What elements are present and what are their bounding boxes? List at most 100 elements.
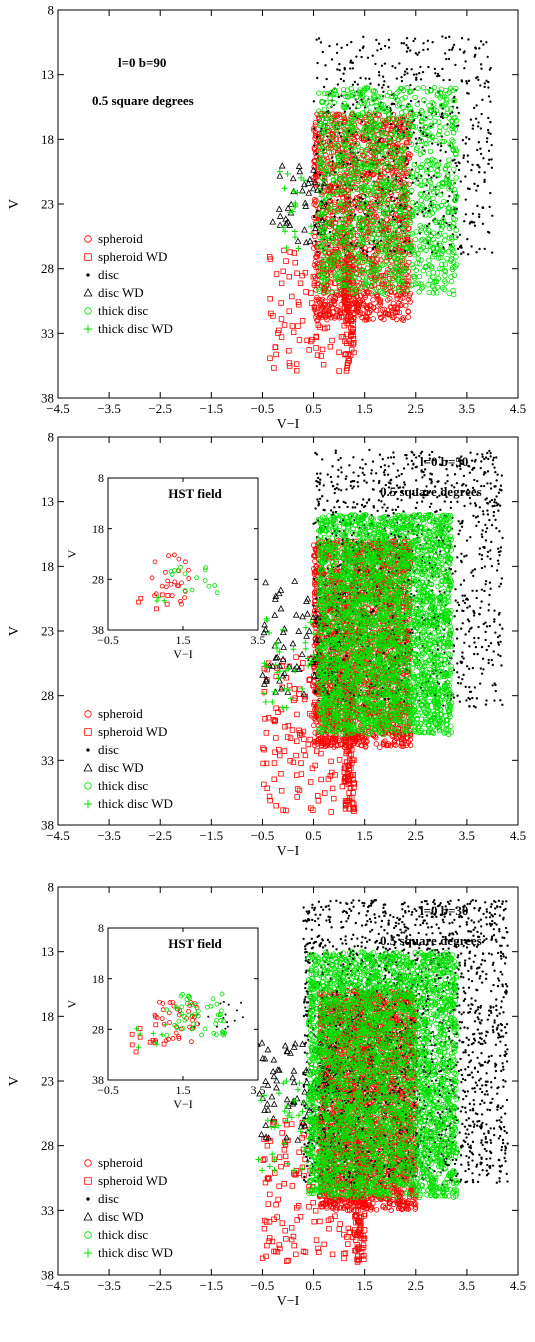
data-point <box>489 100 492 103</box>
legend-marker <box>83 287 93 297</box>
data-point <box>427 65 430 69</box>
data-point <box>315 317 321 323</box>
data-point <box>394 125 397 128</box>
data-point <box>458 48 462 51</box>
x-tick-label: 1.5 <box>357 401 373 416</box>
y-tick-label: 28 <box>41 261 54 276</box>
data-point <box>292 234 298 241</box>
data-point <box>322 90 328 97</box>
data-point <box>273 351 279 358</box>
data-point <box>343 146 349 152</box>
data-point <box>474 117 478 120</box>
data-point <box>410 68 413 71</box>
data-point <box>487 86 490 89</box>
data-point <box>417 51 421 54</box>
data-point <box>314 240 317 243</box>
data-point <box>469 221 472 224</box>
data-point <box>319 41 323 44</box>
data-point <box>352 298 358 304</box>
data-point <box>454 63 457 67</box>
data-point <box>316 90 322 96</box>
data-point <box>361 197 364 201</box>
data-point <box>441 35 444 38</box>
data-point <box>378 257 384 263</box>
panel-annotation: 0.5 square degrees <box>92 93 194 108</box>
data-point <box>387 46 391 49</box>
data-point <box>336 349 342 355</box>
data-point <box>448 35 451 39</box>
data-point <box>377 311 383 317</box>
data-point <box>474 53 477 56</box>
data-point <box>286 360 293 366</box>
data-point <box>342 72 345 75</box>
data-point <box>466 160 470 163</box>
data-point <box>419 109 426 115</box>
data-point <box>377 314 384 320</box>
data-point <box>370 297 376 303</box>
data-point <box>374 199 378 203</box>
data-point <box>373 181 379 188</box>
data-point <box>488 231 491 234</box>
data-point <box>360 120 364 123</box>
data-point <box>405 50 409 53</box>
data-point <box>425 282 431 288</box>
data-point <box>368 77 371 80</box>
data-point <box>403 73 406 76</box>
data-point <box>296 167 304 175</box>
data-point <box>415 73 418 76</box>
data-point <box>475 104 478 107</box>
data-point <box>477 141 481 144</box>
data-point <box>306 347 312 353</box>
data-point <box>406 146 409 149</box>
data-point <box>462 51 465 54</box>
data-point <box>267 355 273 361</box>
data-point <box>292 259 298 266</box>
data-point <box>489 132 492 135</box>
data-point <box>481 206 485 210</box>
data-point <box>436 131 442 138</box>
data-point <box>293 361 300 367</box>
data-point <box>477 121 480 124</box>
data-point <box>478 213 481 216</box>
data-point <box>416 273 423 280</box>
data-point <box>414 101 421 108</box>
data-point <box>405 296 412 303</box>
data-point <box>355 55 358 58</box>
data-point <box>355 103 362 109</box>
data-point <box>462 154 466 157</box>
legend-label: thick disc <box>98 303 148 318</box>
data-point <box>372 211 378 218</box>
data-point <box>302 270 309 276</box>
data-point <box>326 139 333 145</box>
data-point <box>346 162 349 165</box>
data-point <box>393 292 400 299</box>
data-point <box>315 38 318 41</box>
y-tick-label: 18 <box>41 132 54 147</box>
data-point <box>366 56 370 59</box>
data-point <box>299 272 305 279</box>
data-point <box>426 271 432 277</box>
data-point <box>353 80 357 84</box>
data-point <box>289 323 296 329</box>
data-point <box>319 133 325 140</box>
data-point <box>431 41 434 44</box>
data-point <box>406 127 409 131</box>
data-point <box>481 98 484 102</box>
data-point <box>476 148 479 152</box>
data-point <box>350 242 353 245</box>
data-point <box>338 167 344 173</box>
data-point <box>276 212 284 219</box>
data-point <box>321 50 324 54</box>
data-point <box>335 43 339 46</box>
data-point <box>328 154 334 160</box>
data-point <box>447 57 451 61</box>
data-point <box>487 162 490 166</box>
data-point <box>470 168 473 172</box>
data-point <box>294 270 300 276</box>
data-point <box>436 74 439 78</box>
data-point <box>313 287 319 293</box>
data-point <box>442 215 445 218</box>
data-point <box>359 274 365 281</box>
data-point <box>382 291 388 298</box>
data-point <box>451 166 457 173</box>
